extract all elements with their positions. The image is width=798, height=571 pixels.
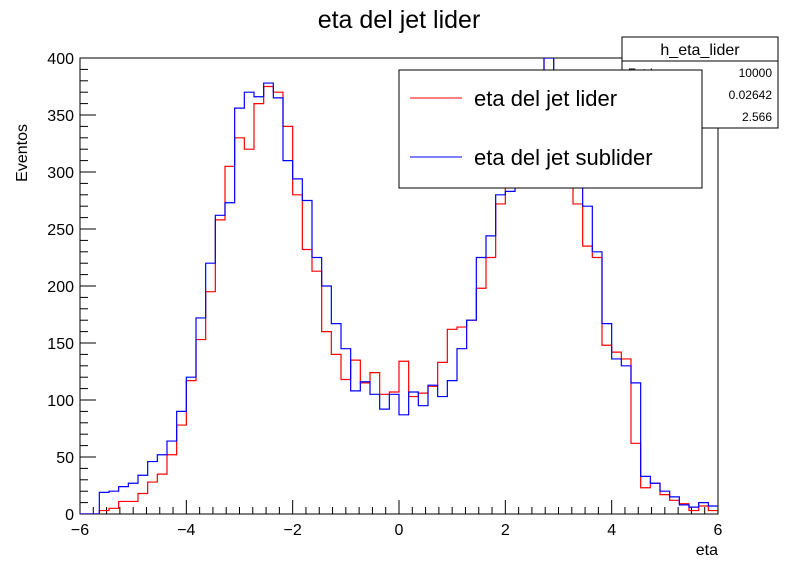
y-tick-label: 0 [65, 507, 74, 524]
stats-stddev-value: 2.566 [742, 110, 772, 124]
stats-title: h_eta_lider [660, 42, 740, 59]
legend: eta del jet lider eta del jet sublider [398, 69, 703, 189]
legend-label-sublider: eta del jet sublider [474, 145, 653, 170]
x-tick-label: 6 [714, 522, 723, 539]
y-tick-label: 50 [56, 450, 74, 467]
y-tick-label: 150 [47, 336, 74, 353]
x-tick-label: 0 [395, 522, 404, 539]
x-tick-label: 2 [501, 522, 510, 539]
y-tick-label: 100 [47, 393, 74, 410]
y-tick-label: 300 [47, 165, 74, 182]
series-group [80, 58, 718, 514]
stats-entries-value: 10000 [739, 66, 773, 80]
x-tick-label: −6 [71, 522, 89, 539]
y-tick-label: 200 [47, 279, 74, 296]
legend-label-lider: eta del jet lider [474, 86, 617, 111]
chart-title: eta del jet lider [318, 6, 481, 34]
x-axis-label: eta [696, 542, 718, 559]
x-tick-label: −2 [284, 522, 302, 539]
y-tick-label: 400 [47, 51, 74, 68]
series-sublider-line [80, 58, 718, 514]
y-tick-label: 250 [47, 222, 74, 239]
y-tick-label: 350 [47, 108, 74, 125]
y-axis-label: Eventos [14, 124, 31, 182]
x-tick-label: 4 [607, 522, 616, 539]
stats-mean-value: 0.02642 [729, 88, 773, 102]
legend-frame [398, 69, 703, 189]
axis-ticks: −6 −4 −2 0 2 4 6 0 50 100 150 200 250 300 350 400 [47, 51, 722, 539]
x-tick-label: −4 [177, 522, 195, 539]
